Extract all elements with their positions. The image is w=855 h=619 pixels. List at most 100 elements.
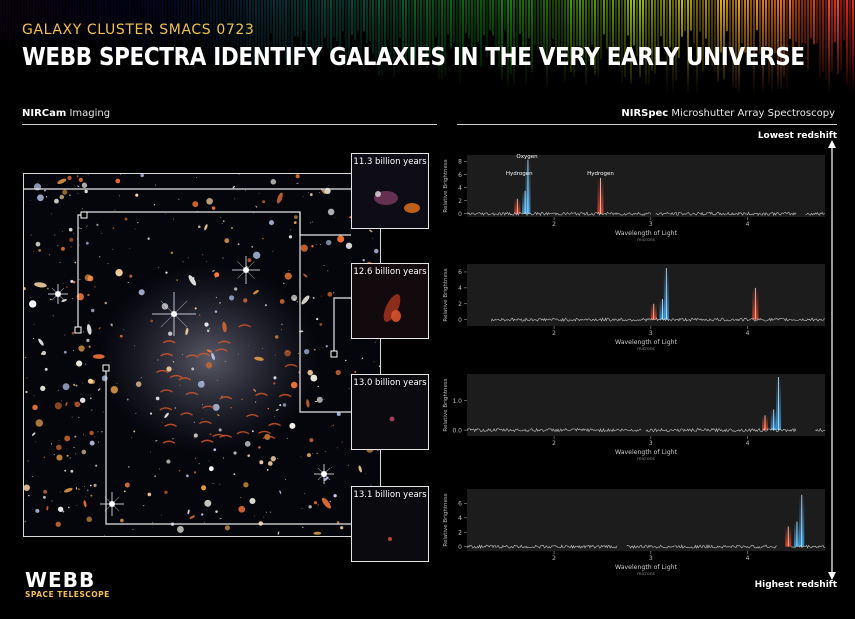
spectrum-stripe — [57, 0, 59, 49]
star-dot — [81, 208, 83, 210]
star-dot — [29, 300, 37, 308]
star-dot — [267, 407, 270, 410]
spectrum-stripe — [588, 0, 590, 62]
star-dot — [318, 531, 320, 533]
star-dot — [118, 270, 120, 272]
star-dot — [83, 434, 84, 436]
spectrum-stripe — [756, 0, 758, 31]
star-dot — [194, 457, 197, 459]
star-dot — [81, 449, 87, 455]
spectrum-stripe — [453, 0, 455, 44]
spectrum-stripe — [342, 0, 344, 32]
lensed-arc — [162, 440, 176, 444]
spectrum-stripe — [558, 0, 560, 51]
star-dot — [253, 251, 261, 259]
star-dot — [168, 331, 173, 336]
star-dot — [208, 466, 214, 472]
spectrum-trace — [645, 427, 797, 433]
webb-logo: WEBB SPACE TELESCOPE — [25, 568, 110, 599]
star-dot — [311, 221, 313, 223]
spectrum-stripe — [237, 0, 239, 64]
imaging-rule — [22, 124, 437, 125]
galaxy-dot — [301, 295, 310, 305]
lensed-arc — [159, 407, 173, 411]
spectrum-stripe — [543, 0, 545, 63]
spectrum-stripe — [831, 0, 833, 72]
star-dot — [311, 245, 314, 248]
spectroscopy-mode: Microshutter Array Spectroscopy — [671, 108, 835, 119]
spectrum-stripe — [759, 0, 761, 55]
star-dot — [123, 490, 126, 493]
spectrum-stripe — [165, 0, 167, 57]
star-dot — [79, 279, 81, 281]
cluster-glow — [99, 264, 319, 454]
star-dot — [85, 435, 87, 436]
star-dot — [234, 198, 236, 200]
spectrum-stripe — [669, 0, 671, 48]
spectrum-stripe — [459, 0, 461, 84]
star-dot — [249, 497, 256, 505]
star-dot — [202, 404, 203, 406]
spectrum-stripe — [720, 0, 722, 53]
spectrum-stripe — [54, 0, 56, 38]
x-axis-label: Wavelength of Light — [615, 564, 678, 571]
spectrum-stripe — [3, 0, 5, 35]
spectrum-stripe — [468, 0, 470, 39]
galaxy-dot — [155, 440, 158, 442]
star-dot — [274, 415, 276, 417]
spectrum-stripe — [228, 0, 230, 42]
spectrum-stripe — [213, 0, 215, 64]
star-dot — [237, 353, 239, 355]
star-dot — [262, 348, 264, 349]
spectrum-stripe — [657, 0, 659, 62]
spectrum-stripe — [144, 0, 146, 57]
star-dot — [54, 198, 59, 204]
spectrum-stripe — [111, 0, 113, 58]
star-dot — [315, 244, 317, 245]
y-tick-label: 4 — [458, 515, 462, 522]
star-dot — [70, 246, 72, 248]
star-dot — [187, 257, 189, 259]
spectrum-stripe — [255, 0, 257, 47]
spectrum-stripe — [270, 0, 272, 34]
star-dot — [162, 386, 164, 388]
star-dot — [295, 174, 300, 179]
spectrum-stripe — [696, 0, 698, 95]
x-tick-label: 4 — [746, 555, 750, 562]
star-dot — [87, 293, 90, 297]
spectrum-stripe — [585, 0, 587, 86]
spectrum-stripe — [804, 0, 806, 44]
galaxy-dot — [77, 488, 80, 490]
star-dot — [120, 518, 124, 523]
star-dot — [75, 453, 77, 455]
star-dot — [291, 294, 298, 302]
spectrum-stripe — [150, 0, 152, 55]
star-dot — [214, 272, 220, 278]
x-axis-label: Wavelength of Light — [615, 449, 678, 456]
spectrum-stripe — [732, 0, 734, 88]
star-dot — [372, 238, 374, 240]
star-dot — [280, 329, 282, 331]
star-dot — [67, 506, 70, 509]
galaxy-dot — [323, 265, 325, 266]
spectrum-stripe — [327, 0, 329, 49]
star-dot — [71, 298, 73, 300]
spectrum-stripe — [705, 0, 707, 39]
star-dot — [334, 216, 336, 218]
star-dot — [87, 378, 93, 384]
star-dot — [302, 196, 304, 197]
galaxy-dot — [358, 465, 362, 473]
spectrum-stripe — [435, 0, 437, 38]
star-dot — [201, 485, 207, 491]
star-dot — [178, 469, 181, 472]
star-dot — [329, 500, 331, 503]
galaxy-dot — [134, 228, 136, 230]
star-dot — [150, 451, 152, 453]
spectrum-stripe — [645, 0, 647, 85]
spectrum-stripe — [216, 0, 218, 53]
star-dot — [166, 459, 171, 464]
spectroscopy-section-label: NIRSpec Microshutter Array Spectroscopy — [621, 108, 835, 119]
star-dot — [147, 237, 150, 240]
star-dot — [91, 308, 95, 313]
star-dot — [378, 365, 380, 368]
